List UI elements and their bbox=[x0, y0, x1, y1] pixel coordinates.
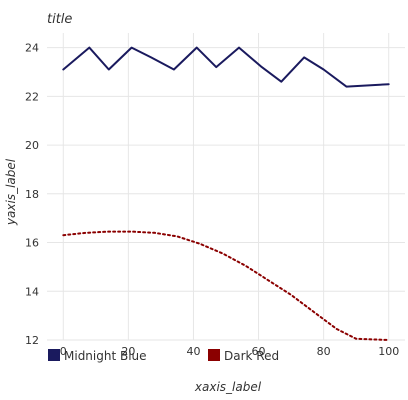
x-tick-label: 0 bbox=[60, 345, 67, 358]
legend-label-dark-red: Dark Red bbox=[224, 349, 279, 363]
x-tick-label: 80 bbox=[317, 345, 331, 358]
x-tick-label: 40 bbox=[186, 345, 200, 358]
legend-label-midnight-blue: Midnight Blue bbox=[64, 349, 147, 363]
legend-swatch-midnight-blue bbox=[48, 349, 60, 361]
y-tick-label: 18 bbox=[25, 188, 39, 201]
tick-labels: 0 20 40 60 80 100 12 14 16 18 20 22 24 bbox=[25, 42, 399, 358]
x-axis-title: xaxis_label bbox=[194, 380, 262, 394]
x-tick-label: 60 bbox=[252, 345, 266, 358]
y-tick-label: 16 bbox=[25, 237, 39, 250]
x-tick-label: 100 bbox=[378, 345, 399, 358]
legend: Midnight Blue Dark Red bbox=[48, 349, 279, 363]
y-tick-label: 24 bbox=[25, 42, 39, 55]
y-tick-label: 20 bbox=[25, 139, 39, 152]
y-tick-label: 14 bbox=[25, 285, 39, 298]
y-axis-title: yaxis_label bbox=[4, 158, 18, 226]
series-line-midnight-blue bbox=[62, 46, 390, 88]
y-tick-label: 12 bbox=[25, 334, 39, 347]
grid bbox=[47, 33, 405, 341]
x-tick-label: 20 bbox=[121, 345, 135, 358]
chart-title: title bbox=[47, 12, 72, 27]
series-line-dark-red bbox=[62, 230, 390, 341]
series-lines bbox=[62, 46, 390, 341]
y-tick-label: 22 bbox=[25, 90, 39, 103]
legend-swatch-dark-red bbox=[208, 349, 220, 361]
